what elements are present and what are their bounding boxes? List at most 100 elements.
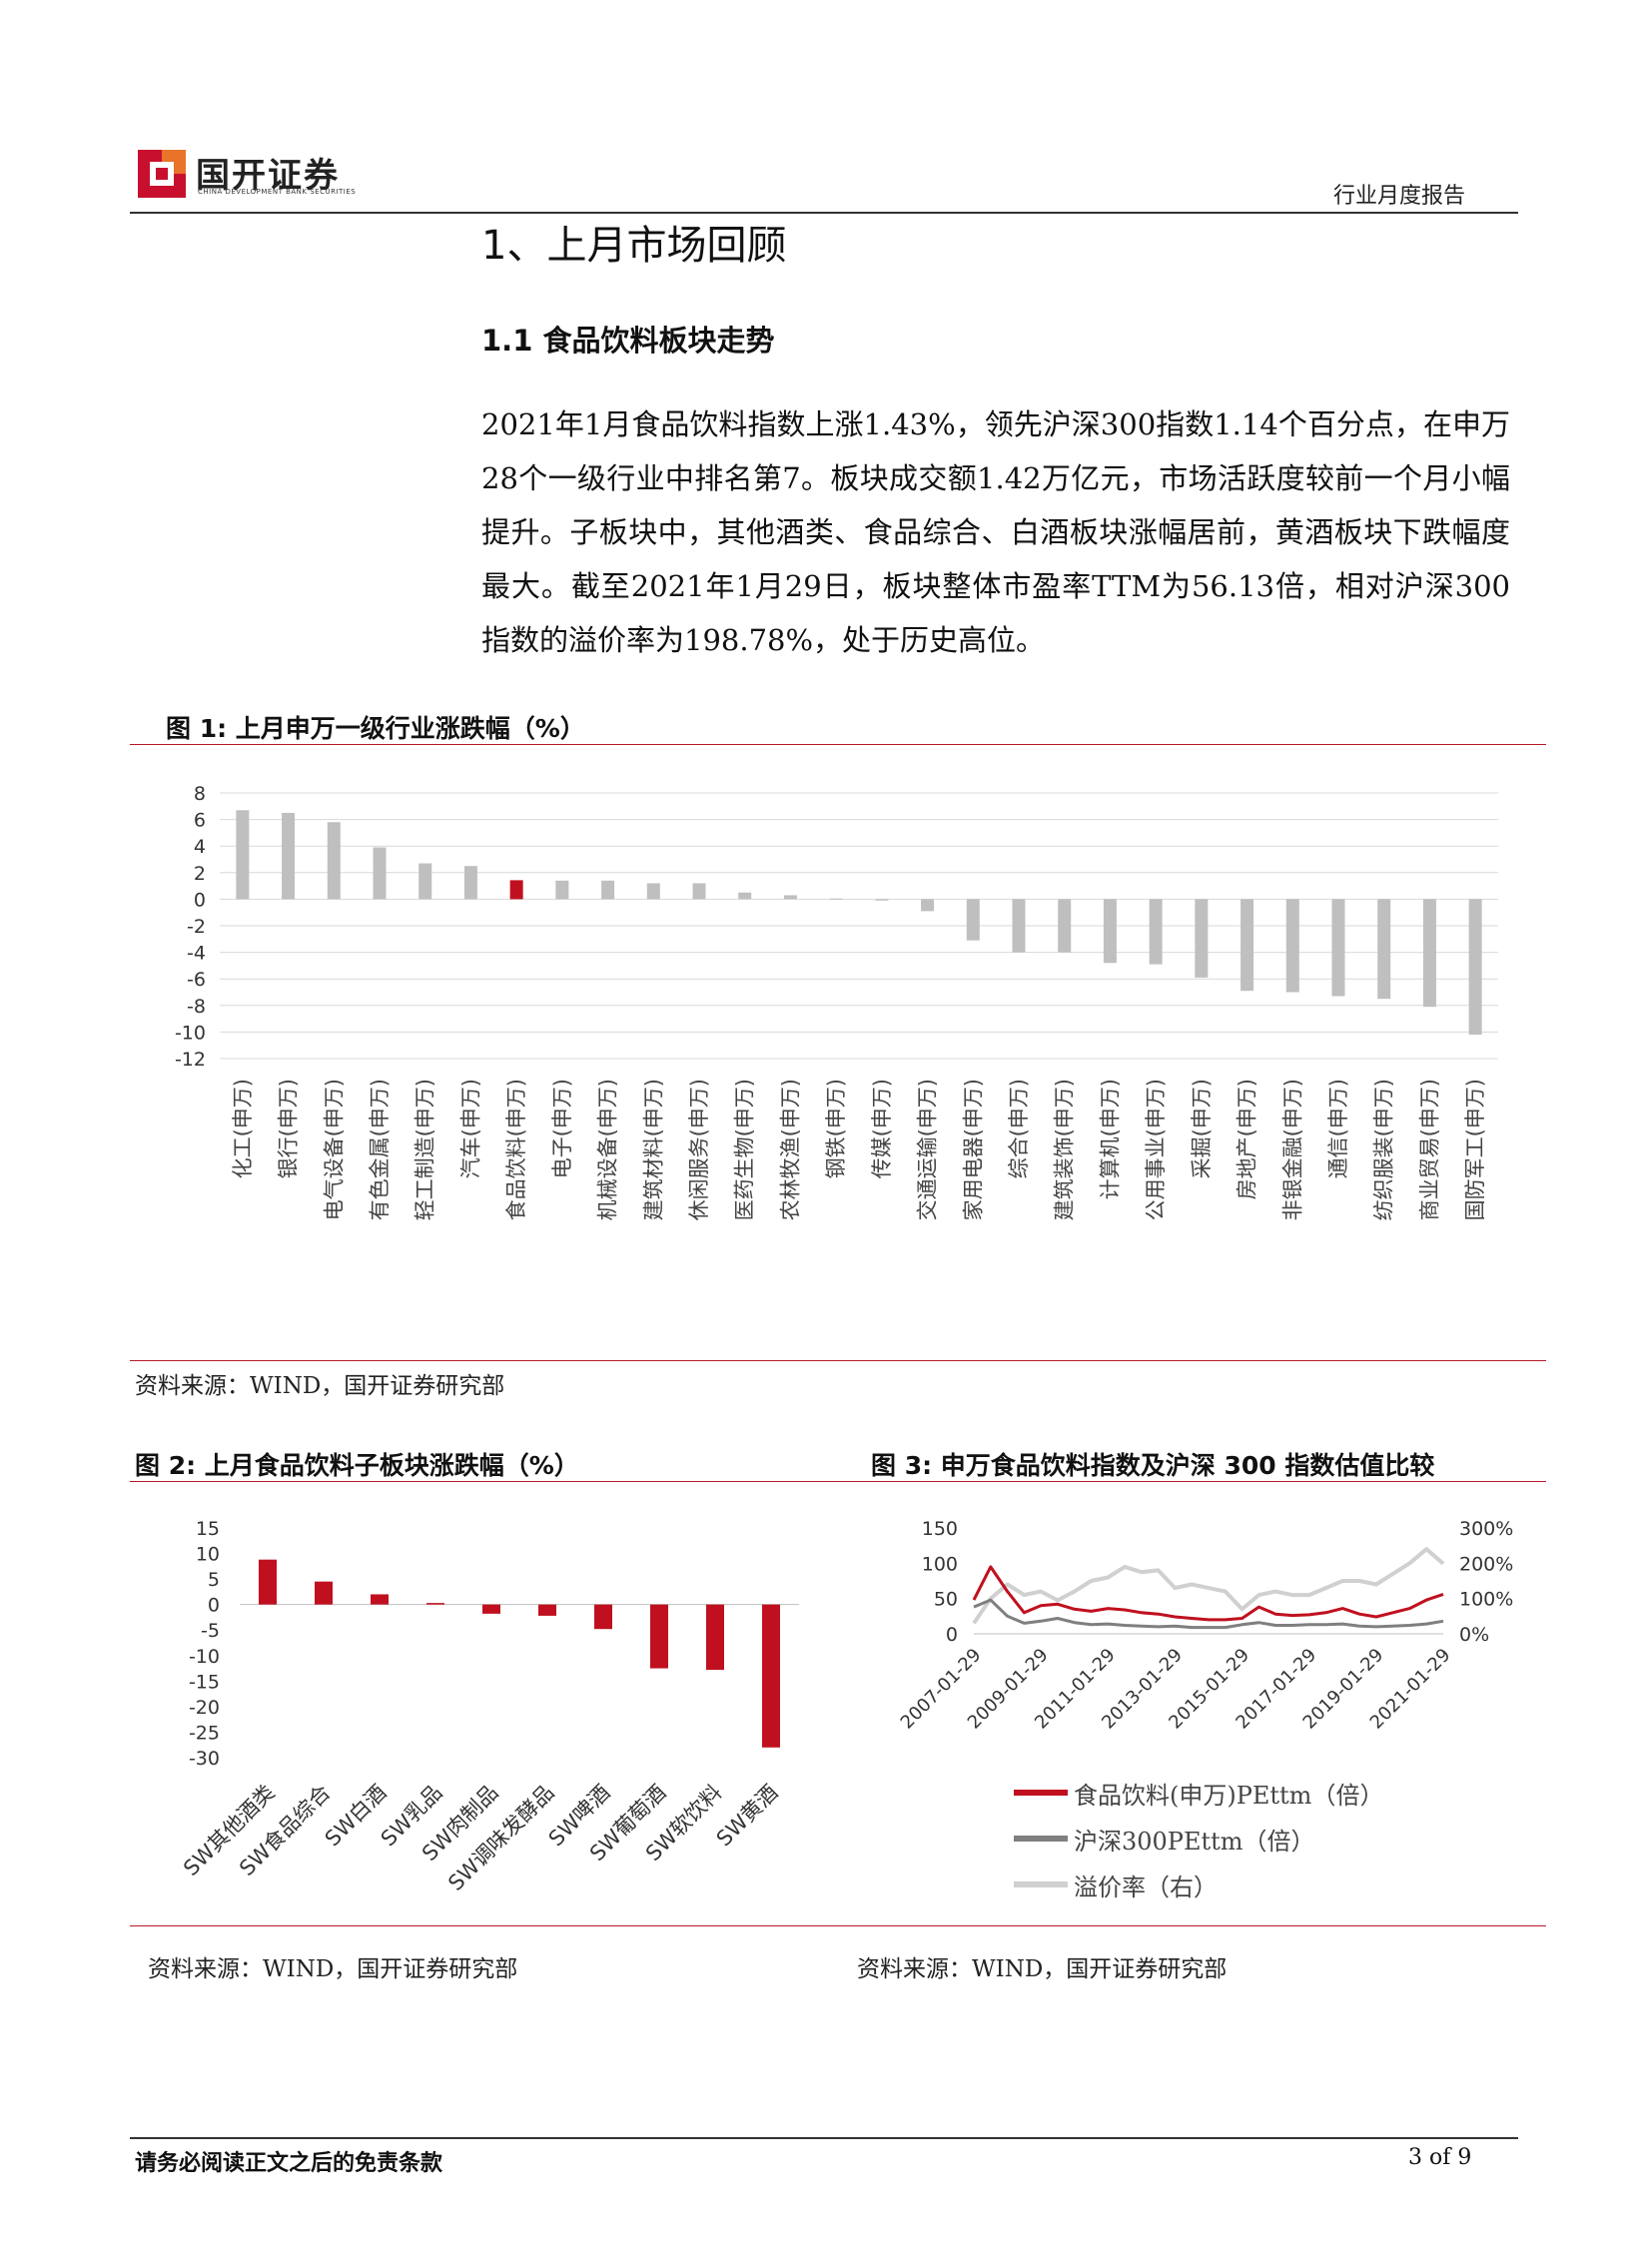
y2-tick-label: 200% <box>1459 1553 1513 1575</box>
x-tick-label: 非银金融(申万) <box>1280 1079 1304 1220</box>
bar <box>875 899 889 901</box>
y-tick-label: -10 <box>189 1646 220 1668</box>
bar <box>783 895 797 900</box>
x-tick-label: 国防军工(申万) <box>1463 1079 1487 1220</box>
header-rule <box>130 212 1518 214</box>
figure-1-bottom-rule <box>130 1360 1546 1361</box>
report-type: 行业月度报告 <box>1333 184 1466 209</box>
figure-1-chart: 8 6 4 2 0 -2 -4 -6 -8 -10 -12 化工(申万) 银行(申万) 电气设备(申万) 有… <box>175 783 1498 1220</box>
x-tick-label: 纺织服装(申万) <box>1372 1079 1396 1220</box>
x-tick-label: 交通运输(申万) <box>916 1079 940 1220</box>
x-tick-label: 轻工制造(申万) <box>413 1079 437 1220</box>
x-tick-label: 休闲服务(申万) <box>687 1079 711 1220</box>
x-tick-label: 食品饮料(申万) <box>504 1079 528 1220</box>
x-tick-label: 商业贸易(申万) <box>1417 1079 1441 1220</box>
bar <box>706 1604 724 1671</box>
figure-2-title: 图 2: 上月食品饮料子板块涨跌幅（%） <box>135 1451 579 1480</box>
brand-subtitle: CHINA DEVELOPMENT BANK SECURITIES <box>198 188 357 196</box>
x-tick-label: 建筑材料(申万) <box>641 1079 665 1220</box>
x-tick-label: 综合(申万) <box>1007 1079 1031 1178</box>
y2-tick-label: 0% <box>1459 1624 1489 1646</box>
y-tick-label: 10 <box>196 1544 220 1566</box>
bar <box>236 810 250 900</box>
subsection-heading: 1.1 食品饮料板块走势 <box>481 324 775 358</box>
y-tick-label: -25 <box>189 1722 220 1744</box>
y-tick-label: -8 <box>187 996 206 1018</box>
bar <box>646 883 660 900</box>
y-tick-label: 4 <box>194 836 206 858</box>
bar <box>601 880 615 900</box>
y-tick-label: 100 <box>922 1553 958 1575</box>
figure-1-source: 资料来源：WIND，国开证券研究部 <box>135 1373 505 1399</box>
bar <box>315 1581 333 1605</box>
brand-name: 国开证券 <box>196 156 340 196</box>
bar <box>1149 899 1163 965</box>
y-tick-label: 15 <box>196 1518 220 1540</box>
y-tick-label: -10 <box>175 1022 206 1044</box>
bar <box>1103 899 1117 964</box>
bar <box>327 822 341 900</box>
x-tick-label: 公用事业(申万) <box>1144 1079 1168 1220</box>
y-tick-label: 5 <box>208 1569 220 1591</box>
bar <box>555 880 569 900</box>
y-tick-label: 0 <box>946 1624 958 1646</box>
y-tick-label: 2 <box>194 863 206 885</box>
bar <box>1058 899 1072 953</box>
x-tick-label: 机械设备(申万) <box>596 1079 620 1220</box>
bar <box>509 880 523 900</box>
bar <box>762 1604 780 1748</box>
y-tick-label: 0 <box>208 1595 220 1617</box>
footer-rule <box>130 2137 1518 2139</box>
x-tick-label: 房地产(申万) <box>1236 1079 1259 1199</box>
bar <box>259 1559 277 1605</box>
bar <box>1468 899 1482 1036</box>
figure-3-legend: 食品饮料(申万)PEttm（倍） 沪深300PEttm（倍） 溢价率（右） <box>1014 1770 1383 1907</box>
y-tick-label: 150 <box>922 1518 958 1540</box>
x-tick-label: 化工(申万) <box>231 1079 255 1178</box>
figure-3-source: 资料来源：WIND，国开证券研究部 <box>857 1956 1228 1982</box>
page-number: 3 of 9 <box>1408 2145 1472 2170</box>
x-tick-label: SW黄酒 <box>712 1781 783 1852</box>
bar <box>371 1594 389 1605</box>
y-tick-label: -20 <box>189 1697 220 1719</box>
legend-swatch-red <box>1014 1790 1068 1796</box>
bar <box>1377 899 1391 1000</box>
x-tick-label: 农林牧渔(申万) <box>778 1079 802 1220</box>
bar <box>1195 899 1209 978</box>
bar <box>650 1604 668 1669</box>
figure-3-title: 图 3: 申万食品饮料指数及沪深 300 指数估值比较 <box>871 1451 1435 1480</box>
x-tick-label: 有色金属(申万) <box>368 1079 392 1220</box>
series-line <box>972 1547 1445 1625</box>
legend-item-food-pe: 食品饮料(申万)PEttm（倍） <box>1014 1770 1383 1816</box>
bar <box>1285 899 1299 993</box>
y-tick-label: -4 <box>187 943 206 965</box>
bar <box>1240 899 1254 992</box>
y2-tick-label: 100% <box>1459 1589 1513 1611</box>
figure-2-chart: 151050-5-10-15-20-25-30SW其他酒类SW食品综合SW白酒S… <box>179 1518 799 1895</box>
x-tick-label: 计算机(申万) <box>1098 1079 1122 1199</box>
x-tick-label: 电子(申万) <box>550 1079 574 1178</box>
x-tick-label: 采掘(申万) <box>1190 1079 1214 1178</box>
bar <box>1422 899 1436 1008</box>
x-tick-label: 通信(申万) <box>1326 1079 1350 1178</box>
footer-disclaimer: 请务必阅读正文之后的免责条款 <box>135 2150 443 2176</box>
bar <box>1012 899 1026 953</box>
x-tick-label: 传媒(申万) <box>870 1079 894 1178</box>
bar <box>538 1604 556 1616</box>
x-tick-label: 钢铁(申万) <box>824 1079 848 1178</box>
y-tick-label: -15 <box>189 1671 220 1693</box>
bar <box>463 866 477 900</box>
company-logo-icon <box>138 150 186 198</box>
legend-label: 沪深300PEttm（倍） <box>1074 1827 1315 1856</box>
figure-1-title: 图 1: 上月申万一级行业涨跌幅（%） <box>166 714 585 743</box>
bar <box>418 863 432 900</box>
y-tick-label: 6 <box>194 810 206 832</box>
x-tick-label: 建筑装饰(申万) <box>1053 1079 1077 1220</box>
figure-1-top-rule <box>130 744 1546 745</box>
bar <box>829 898 843 900</box>
y-tick-label: -5 <box>201 1620 220 1642</box>
section-heading: 1、上月市场回顾 <box>481 223 787 269</box>
bar <box>738 892 752 900</box>
x-tick-label: 汽车(申万) <box>458 1079 482 1178</box>
legend-label: 溢价率（右） <box>1074 1872 1218 1901</box>
